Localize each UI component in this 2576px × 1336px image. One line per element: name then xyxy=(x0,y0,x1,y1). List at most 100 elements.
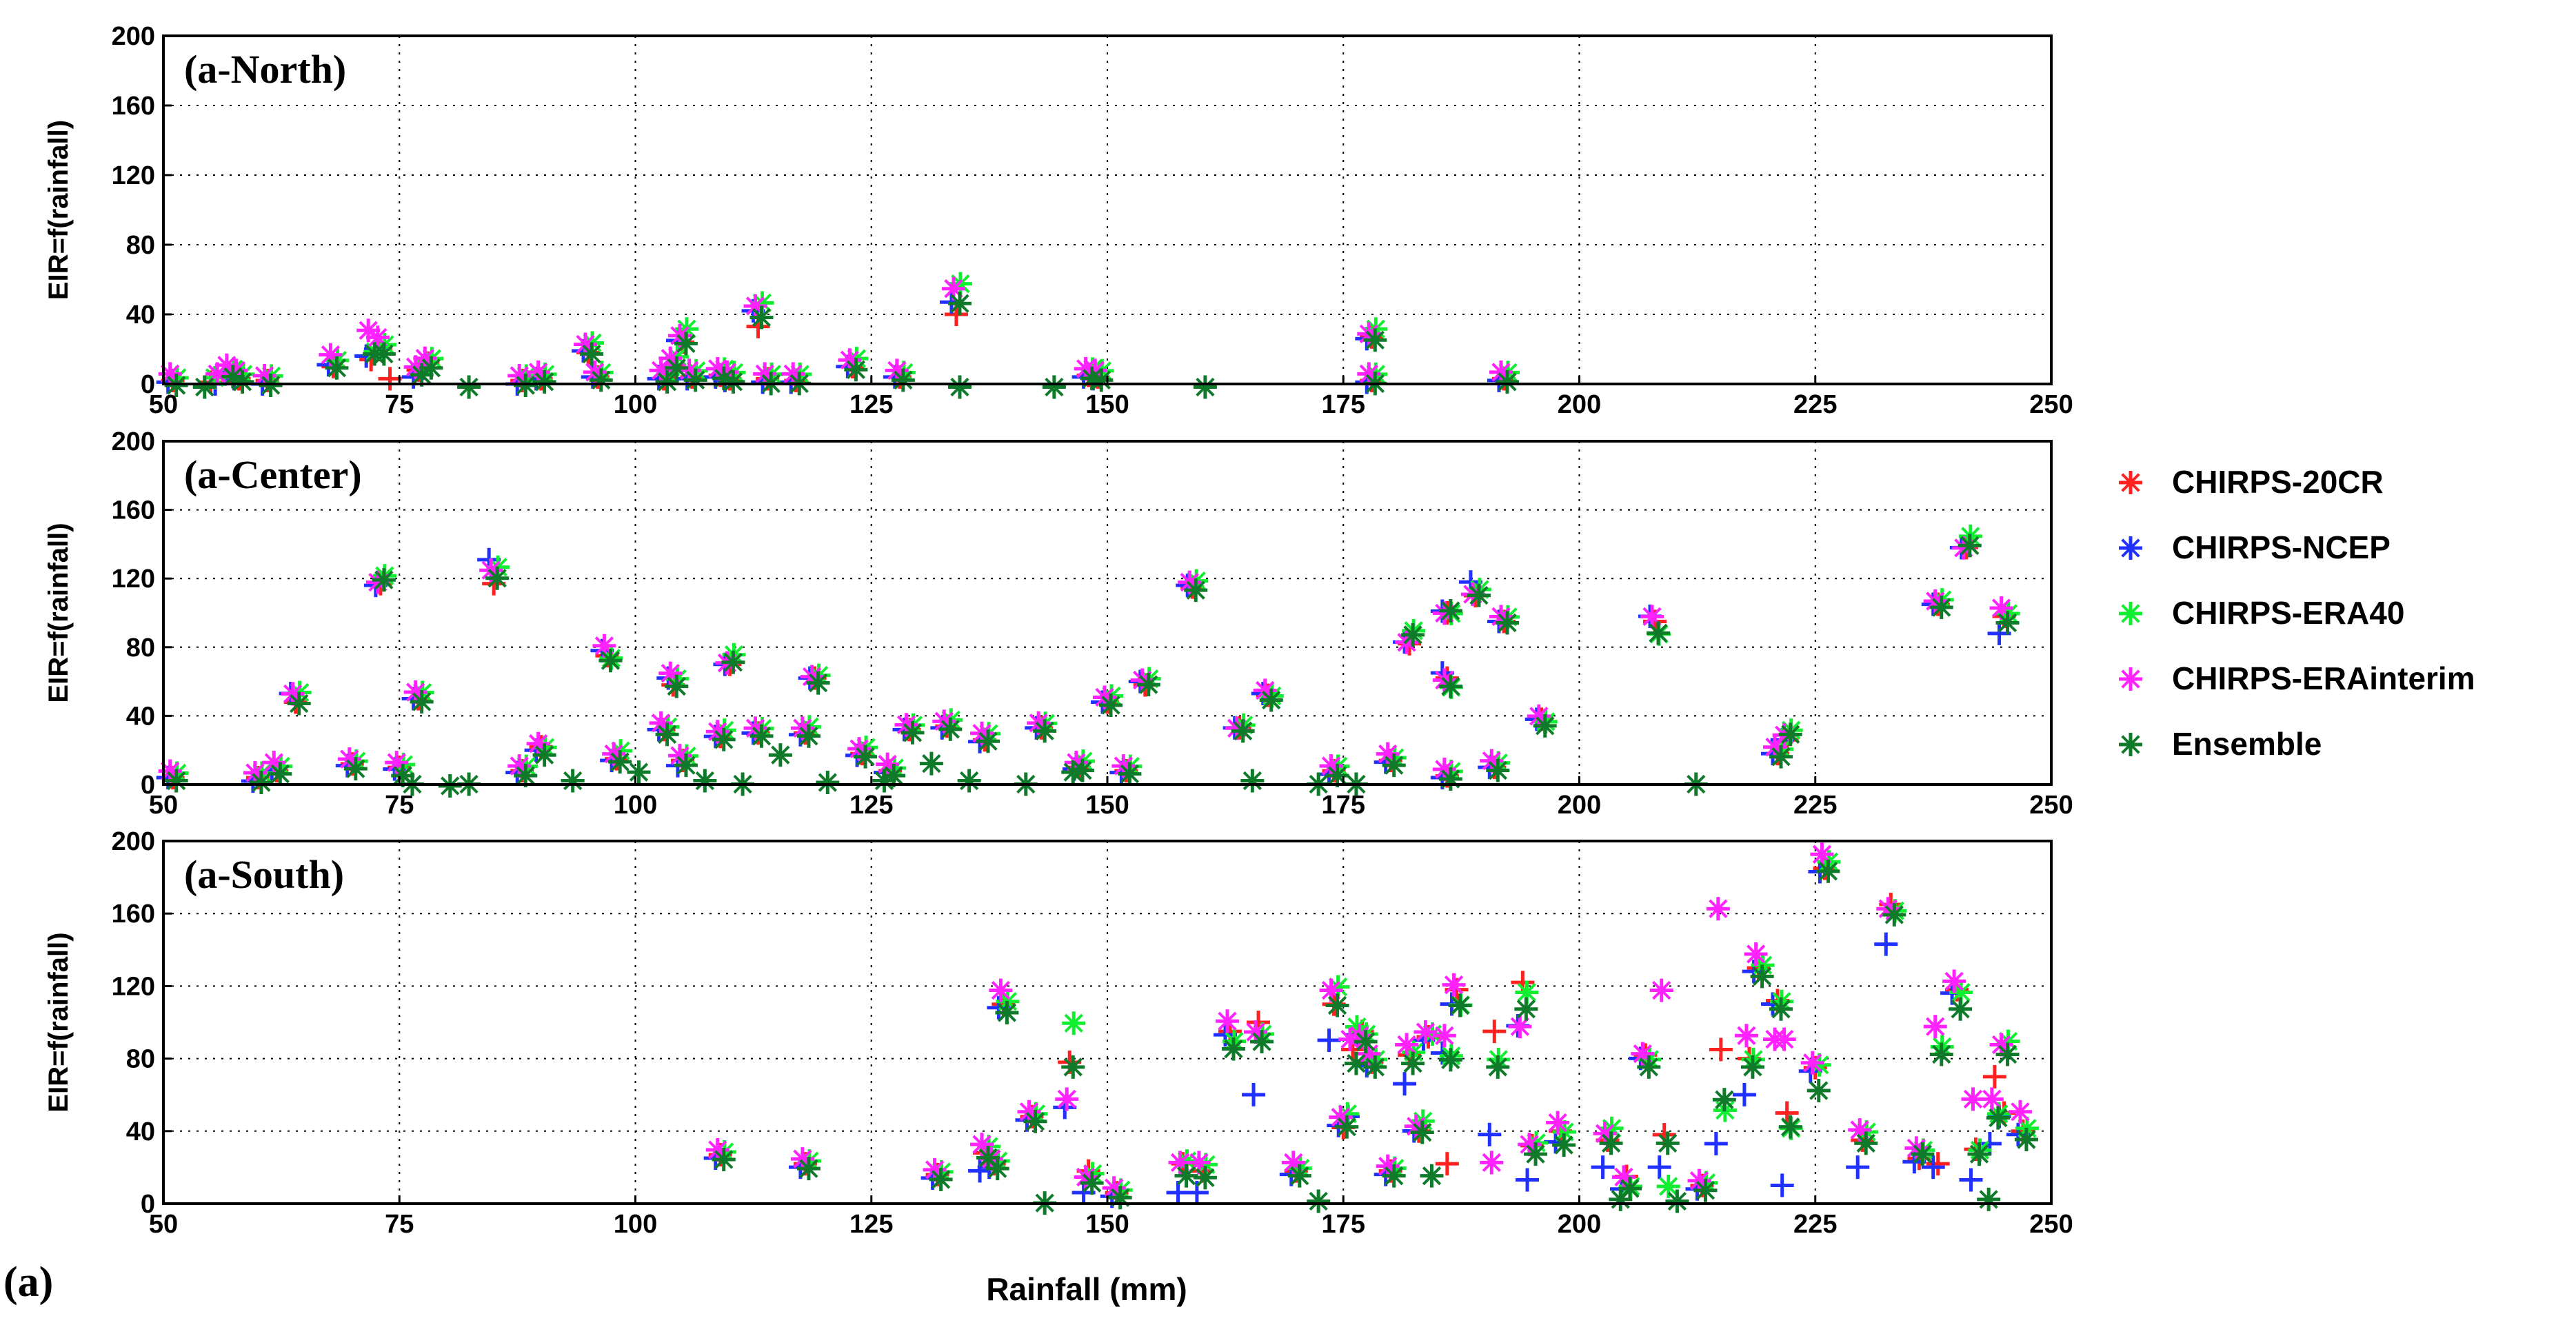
data-point xyxy=(1486,758,1510,782)
data-point xyxy=(1926,1152,1950,1176)
data-point xyxy=(1995,1042,2020,1066)
data-point xyxy=(844,358,868,382)
x-tick-label: 175 xyxy=(1322,390,1365,419)
data-point xyxy=(929,1167,953,1191)
data-point xyxy=(1354,1030,1378,1054)
data-point xyxy=(1508,1015,1532,1039)
y-tick-label: 80 xyxy=(126,1045,155,1074)
data-point xyxy=(1977,1187,2001,1211)
data-point xyxy=(712,1147,736,1171)
data-point xyxy=(1693,1178,1718,1202)
data-point xyxy=(1942,969,1966,993)
data-point xyxy=(580,342,604,366)
legend-label-chirps-era40: CHIRPS-ERA40 xyxy=(2172,595,2404,631)
data-point xyxy=(1382,1164,1406,1188)
data-point xyxy=(192,375,217,399)
legend: CHIRPS-20CR CHIRPS-NCEP CHIRPS-ERA40 CHI… xyxy=(2119,464,2475,762)
data-point xyxy=(164,769,188,793)
data-point xyxy=(2008,1100,2032,1124)
data-point xyxy=(1656,1131,1680,1155)
y-tick-label: 80 xyxy=(126,231,155,260)
data-point xyxy=(1533,713,1557,738)
x-tick-label: 200 xyxy=(1558,1210,1601,1239)
data-point xyxy=(655,370,679,394)
y-tick-label: 160 xyxy=(112,92,155,121)
data-point xyxy=(1480,1151,1504,1175)
data-point xyxy=(1184,578,1208,603)
panel-a-north: 50 75 100 125 150 175 200 225 250 0 40 80 120 160 200 E… xyxy=(43,22,2073,419)
data-point xyxy=(1647,621,1671,645)
data-point xyxy=(749,305,774,330)
data-point xyxy=(1193,375,1217,399)
x-tick-label: 225 xyxy=(1793,1210,1837,1239)
data-point xyxy=(749,724,774,748)
data-point xyxy=(665,356,689,380)
y-tick-label: 0 xyxy=(141,370,155,399)
data-point xyxy=(249,771,273,795)
data-point xyxy=(1807,1079,1831,1103)
data-point xyxy=(325,356,349,380)
data-point xyxy=(1982,1064,2006,1089)
data-point xyxy=(1287,1164,1311,1188)
data-point xyxy=(1740,1055,1764,1079)
data-point xyxy=(1552,1133,1576,1157)
data-point xyxy=(1393,1072,1417,1096)
data-point xyxy=(947,375,972,399)
x-tick-label: 50 xyxy=(149,390,178,419)
data-point xyxy=(1023,1109,1047,1133)
data-point xyxy=(957,769,981,793)
data-point xyxy=(976,729,1000,753)
data-point xyxy=(1778,1115,1802,1139)
data-point xyxy=(806,671,830,695)
y-tick-label: 40 xyxy=(126,1117,155,1146)
data-point xyxy=(598,649,623,673)
data-point xyxy=(1448,993,1472,1018)
data-point xyxy=(1770,1173,1794,1197)
data-point xyxy=(561,769,585,793)
data-point xyxy=(1810,842,1834,867)
data-point xyxy=(1980,1087,2004,1111)
y-tick-label: 0 xyxy=(141,1190,155,1219)
data-point xyxy=(1929,596,1953,620)
data-point xyxy=(1516,1168,1540,1192)
data-point xyxy=(1800,1051,1824,1075)
data-point xyxy=(1108,1186,1132,1210)
legend-label-ensemble: Ensemble xyxy=(2172,726,2322,762)
x-tick-label: 150 xyxy=(1085,390,1129,419)
data-point xyxy=(608,750,632,774)
data-point xyxy=(1647,1155,1671,1180)
data-point xyxy=(985,1157,1009,1181)
y-axis-label: EIR=f(rainfall) xyxy=(43,932,74,1112)
data-point xyxy=(1769,745,1793,769)
data-point xyxy=(1959,1168,1983,1192)
data-point xyxy=(1482,1020,1507,1044)
x-tick-label: 100 xyxy=(614,1210,657,1239)
data-point xyxy=(1846,1155,1870,1180)
data-point xyxy=(1744,942,1768,966)
data-point xyxy=(1420,1164,1444,1188)
data-point xyxy=(1410,1120,1434,1144)
data-point xyxy=(1382,753,1406,778)
data-point xyxy=(1769,997,1793,1021)
data-point xyxy=(1118,762,1142,786)
legend-entry-chirps-era40: CHIRPS-ERA40 xyxy=(2119,595,2404,631)
data-point xyxy=(1240,769,1265,793)
panel-title: (a-South) xyxy=(184,852,344,897)
data-point xyxy=(268,762,292,786)
legend-marker-glyph xyxy=(2119,667,2142,691)
data-point xyxy=(1706,897,1730,921)
data-point xyxy=(665,674,689,698)
data-point xyxy=(674,332,698,356)
y-tick-label: 40 xyxy=(126,702,155,731)
data-point xyxy=(1438,1048,1462,1072)
panel-a-south: 50 75 100 125 150 175 200 225 250 0 40 80 120 160 200 E… xyxy=(43,827,2073,1307)
plot-background xyxy=(163,441,2051,785)
data-point xyxy=(1413,1020,1438,1044)
x-tick-label: 225 xyxy=(1793,791,1837,820)
y-tick-label: 160 xyxy=(112,900,155,929)
data-point xyxy=(1967,1142,1991,1166)
legend-marker-chirps-erainterim xyxy=(2119,667,2142,691)
data-point xyxy=(1061,1055,1085,1079)
y-tick-label: 80 xyxy=(126,634,155,662)
